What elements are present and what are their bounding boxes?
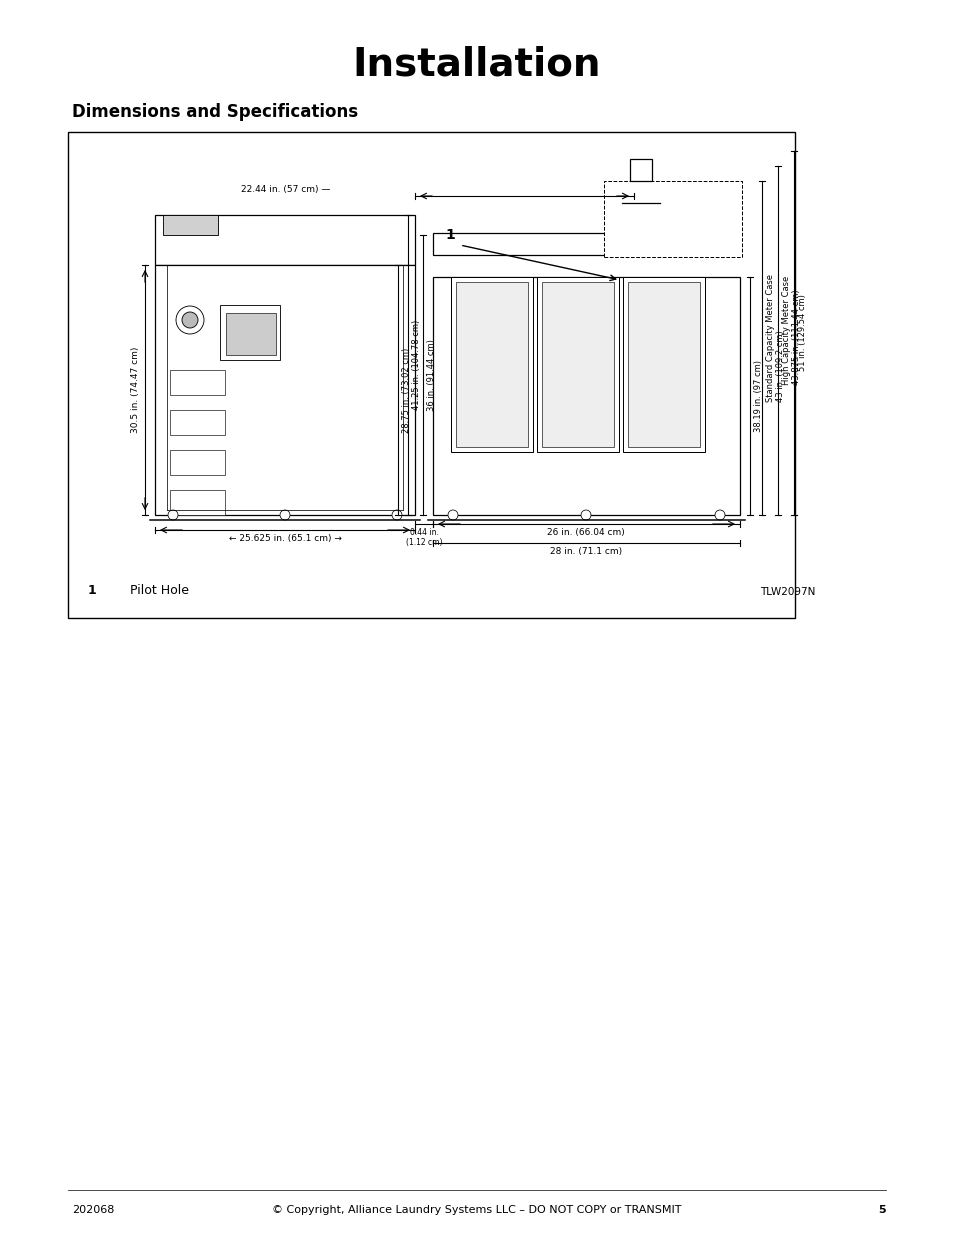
Text: Standard Capacity Meter Case
43 in. (109.2 cm): Standard Capacity Meter Case 43 in. (109… <box>765 274 784 403</box>
Bar <box>154 266 415 515</box>
Bar <box>456 282 527 447</box>
Bar <box>163 215 218 235</box>
Text: 0.44 in.
(1.12 cm): 0.44 in. (1.12 cm) <box>405 529 442 547</box>
Text: 22.44 in. (57 cm) —: 22.44 in. (57 cm) — <box>240 185 330 194</box>
Text: © Copyright, Alliance Laundry Systems LLC – DO NOT COPY or TRANSMIT: © Copyright, Alliance Laundry Systems LL… <box>272 1205 681 1215</box>
Text: TLW2097N: TLW2097N <box>760 587 815 597</box>
Bar <box>537 277 618 452</box>
Bar <box>170 490 225 515</box>
Text: 1: 1 <box>445 228 455 242</box>
Bar <box>170 450 225 475</box>
Bar <box>627 282 700 447</box>
Circle shape <box>580 510 590 520</box>
Circle shape <box>392 510 401 520</box>
Bar <box>629 159 651 182</box>
Text: Installation: Installation <box>353 46 600 84</box>
Bar <box>433 277 740 515</box>
Circle shape <box>175 306 204 333</box>
Text: 1: 1 <box>88 583 96 597</box>
Bar <box>433 233 740 254</box>
Text: 41.25 in. (104.78 cm): 41.25 in. (104.78 cm) <box>412 320 420 410</box>
Text: 38.19 in. (97 cm): 38.19 in. (97 cm) <box>753 359 762 432</box>
Text: 28.75 in. (73.02 cm): 28.75 in. (73.02 cm) <box>401 347 411 432</box>
Circle shape <box>280 510 290 520</box>
Text: 28 in. (71.1 cm): 28 in. (71.1 cm) <box>549 547 621 556</box>
Text: 5: 5 <box>878 1205 885 1215</box>
Bar <box>154 215 415 266</box>
Bar <box>603 182 741 257</box>
Text: 30.5 in. (74.47 cm): 30.5 in. (74.47 cm) <box>131 347 140 433</box>
Bar <box>68 132 794 618</box>
Bar <box>622 277 704 452</box>
Circle shape <box>168 510 178 520</box>
Bar <box>220 305 280 359</box>
Text: Dimensions and Specifications: Dimensions and Specifications <box>71 103 357 121</box>
Bar <box>226 312 275 354</box>
Circle shape <box>182 312 198 329</box>
Text: 51 in. (129.54 cm): 51 in. (129.54 cm) <box>797 295 806 372</box>
Bar <box>451 277 533 452</box>
Text: High Capacity Meter Case
43.875 in. (111.44 cm): High Capacity Meter Case 43.875 in. (111… <box>781 275 801 384</box>
Bar <box>170 410 225 435</box>
Text: 202068: 202068 <box>71 1205 114 1215</box>
Circle shape <box>448 510 457 520</box>
Bar <box>541 282 614 447</box>
Text: 26 in. (66.04 cm): 26 in. (66.04 cm) <box>547 529 624 537</box>
Circle shape <box>714 510 724 520</box>
Bar <box>170 370 225 395</box>
Text: ← 25.625 in. (65.1 cm) →: ← 25.625 in. (65.1 cm) → <box>229 534 341 543</box>
Text: 36 in. (91.44 cm): 36 in. (91.44 cm) <box>427 340 436 411</box>
Text: Pilot Hole: Pilot Hole <box>130 583 189 597</box>
